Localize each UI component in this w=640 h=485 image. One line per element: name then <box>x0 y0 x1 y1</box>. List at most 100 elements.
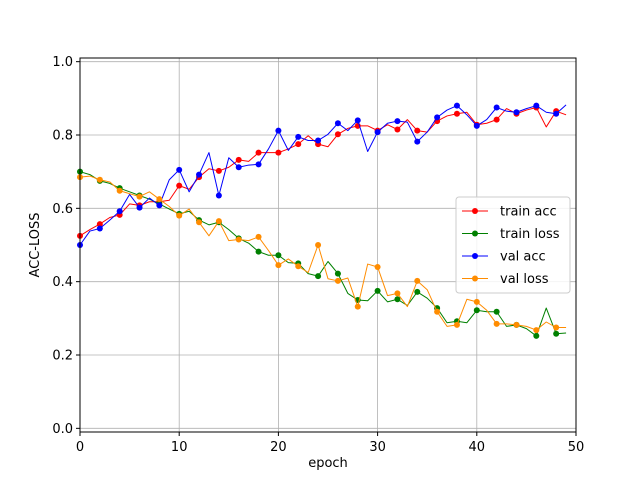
data-point-val-acc <box>533 102 540 109</box>
data-point-val-loss <box>156 196 163 203</box>
data-point-train-acc <box>493 116 500 123</box>
plot-frame <box>79 57 577 433</box>
legend-swatch-marker-val-loss <box>472 275 478 282</box>
y-tick-label: 0.0 <box>52 422 73 437</box>
data-point-val-acc <box>196 171 203 178</box>
data-point-train-acc <box>96 221 103 228</box>
data-point-val-loss <box>315 242 322 248</box>
data-point-val-loss <box>295 263 302 270</box>
data-point-val-acc <box>176 166 183 173</box>
data-point-train-loss <box>275 252 282 259</box>
data-point-train-acc <box>453 110 460 117</box>
legend-label-train-loss: train loss <box>500 227 560 242</box>
data-point-val-loss <box>136 193 143 200</box>
data-point-val-acc <box>235 164 242 171</box>
series-val-loss <box>77 174 567 334</box>
y-axis-label: ACC-LOSS <box>28 212 43 277</box>
data-point-val-acc <box>513 109 520 116</box>
data-point-val-loss <box>553 324 560 331</box>
x-tick-label: 40 <box>469 440 486 455</box>
data-point-val-loss <box>116 187 123 194</box>
y-tick-label: 0.4 <box>52 275 73 290</box>
data-point-train-loss <box>315 273 322 280</box>
data-point-val-loss <box>453 321 460 328</box>
y-tick-label: 0.8 <box>52 129 73 144</box>
data-point-train-loss <box>255 248 262 255</box>
data-point-train-acc <box>414 127 421 134</box>
data-point-val-loss <box>374 264 381 270</box>
data-point-val-acc <box>315 137 322 144</box>
legend-swatch-marker-train-loss <box>472 230 478 237</box>
data-point-val-loss <box>394 290 401 297</box>
data-point-val-acc <box>334 120 341 127</box>
data-point-val-acc <box>136 204 143 211</box>
data-point-train-acc <box>235 156 242 163</box>
data-point-train-loss <box>473 307 480 314</box>
x-tick-label: 20 <box>270 440 287 455</box>
data-point-train-acc <box>255 149 262 156</box>
data-point-val-loss <box>493 320 500 327</box>
data-point-val-loss <box>533 327 540 334</box>
data-point-val-loss <box>513 321 520 328</box>
data-point-train-acc <box>394 126 401 133</box>
data-point-val-acc <box>414 138 421 145</box>
legend-swatch-marker-train-acc <box>472 208 478 214</box>
data-point-val-acc <box>116 208 123 215</box>
data-point-train-acc <box>295 141 302 148</box>
data-point-val-loss <box>334 277 341 284</box>
ticks: 0 10 20 30 40 50 0.0 0.2 0.4 0.6 0.8 1.0 <box>52 55 584 455</box>
data-point-train-loss <box>553 330 560 337</box>
y-tick-label: 0.2 <box>52 349 73 364</box>
data-point-val-acc <box>295 133 302 140</box>
legend-label-val-acc: val acc <box>500 250 546 265</box>
data-point-val-acc <box>374 129 381 136</box>
data-point-val-acc <box>453 102 460 109</box>
data-point-train-acc <box>334 131 341 138</box>
data-point-train-loss <box>334 270 341 277</box>
data-point-val-acc <box>215 192 222 199</box>
data-point-val-acc <box>553 110 560 117</box>
data-point-val-loss <box>473 298 480 305</box>
data-point-val-loss <box>434 308 441 315</box>
data-point-val-acc <box>156 202 163 209</box>
data-point-train-acc <box>215 167 222 174</box>
y-tick-label: 1.0 <box>52 55 73 70</box>
data-point-val-acc <box>96 225 103 232</box>
data-point-train-loss <box>394 296 401 303</box>
data-point-val-loss <box>354 303 361 310</box>
data-point-val-acc <box>275 127 282 134</box>
data-point-train-loss <box>374 287 381 294</box>
x-tick-label: 10 <box>171 440 188 455</box>
legend-label-val-loss: val loss <box>500 272 549 287</box>
data-point-val-loss <box>255 233 262 240</box>
data-point-val-acc <box>473 122 480 129</box>
data-point-val-acc <box>354 117 361 124</box>
data-point-val-loss <box>96 176 103 183</box>
legend-swatch-marker-val-acc <box>472 253 478 259</box>
data-point-val-loss <box>196 219 203 226</box>
data-point-val-acc <box>434 114 441 121</box>
x-tick-label: 0 <box>76 440 84 455</box>
data-point-train-acc <box>176 182 183 189</box>
data-point-train-loss <box>493 308 500 315</box>
legend-box <box>455 196 571 294</box>
x-tick-label: 30 <box>369 440 386 455</box>
data-point-val-loss <box>275 262 282 269</box>
data-point-val-loss <box>215 218 222 225</box>
legend-label-train-acc: train acc <box>500 205 557 220</box>
data-point-val-loss <box>414 277 421 284</box>
data-point-val-loss <box>176 212 183 219</box>
data-point-val-acc <box>493 104 500 111</box>
data-point-val-loss <box>235 236 242 243</box>
data-point-val-acc <box>255 161 262 168</box>
data-point-val-acc <box>394 118 401 125</box>
data-point-train-acc <box>275 149 282 156</box>
x-axis-label: epoch <box>308 456 348 471</box>
y-tick-label: 0.6 <box>52 202 73 217</box>
legend: train acc train loss val acc val loss <box>455 196 571 294</box>
series-layer <box>77 102 567 339</box>
x-tick-label: 50 <box>568 440 585 455</box>
data-point-train-loss <box>533 332 540 339</box>
